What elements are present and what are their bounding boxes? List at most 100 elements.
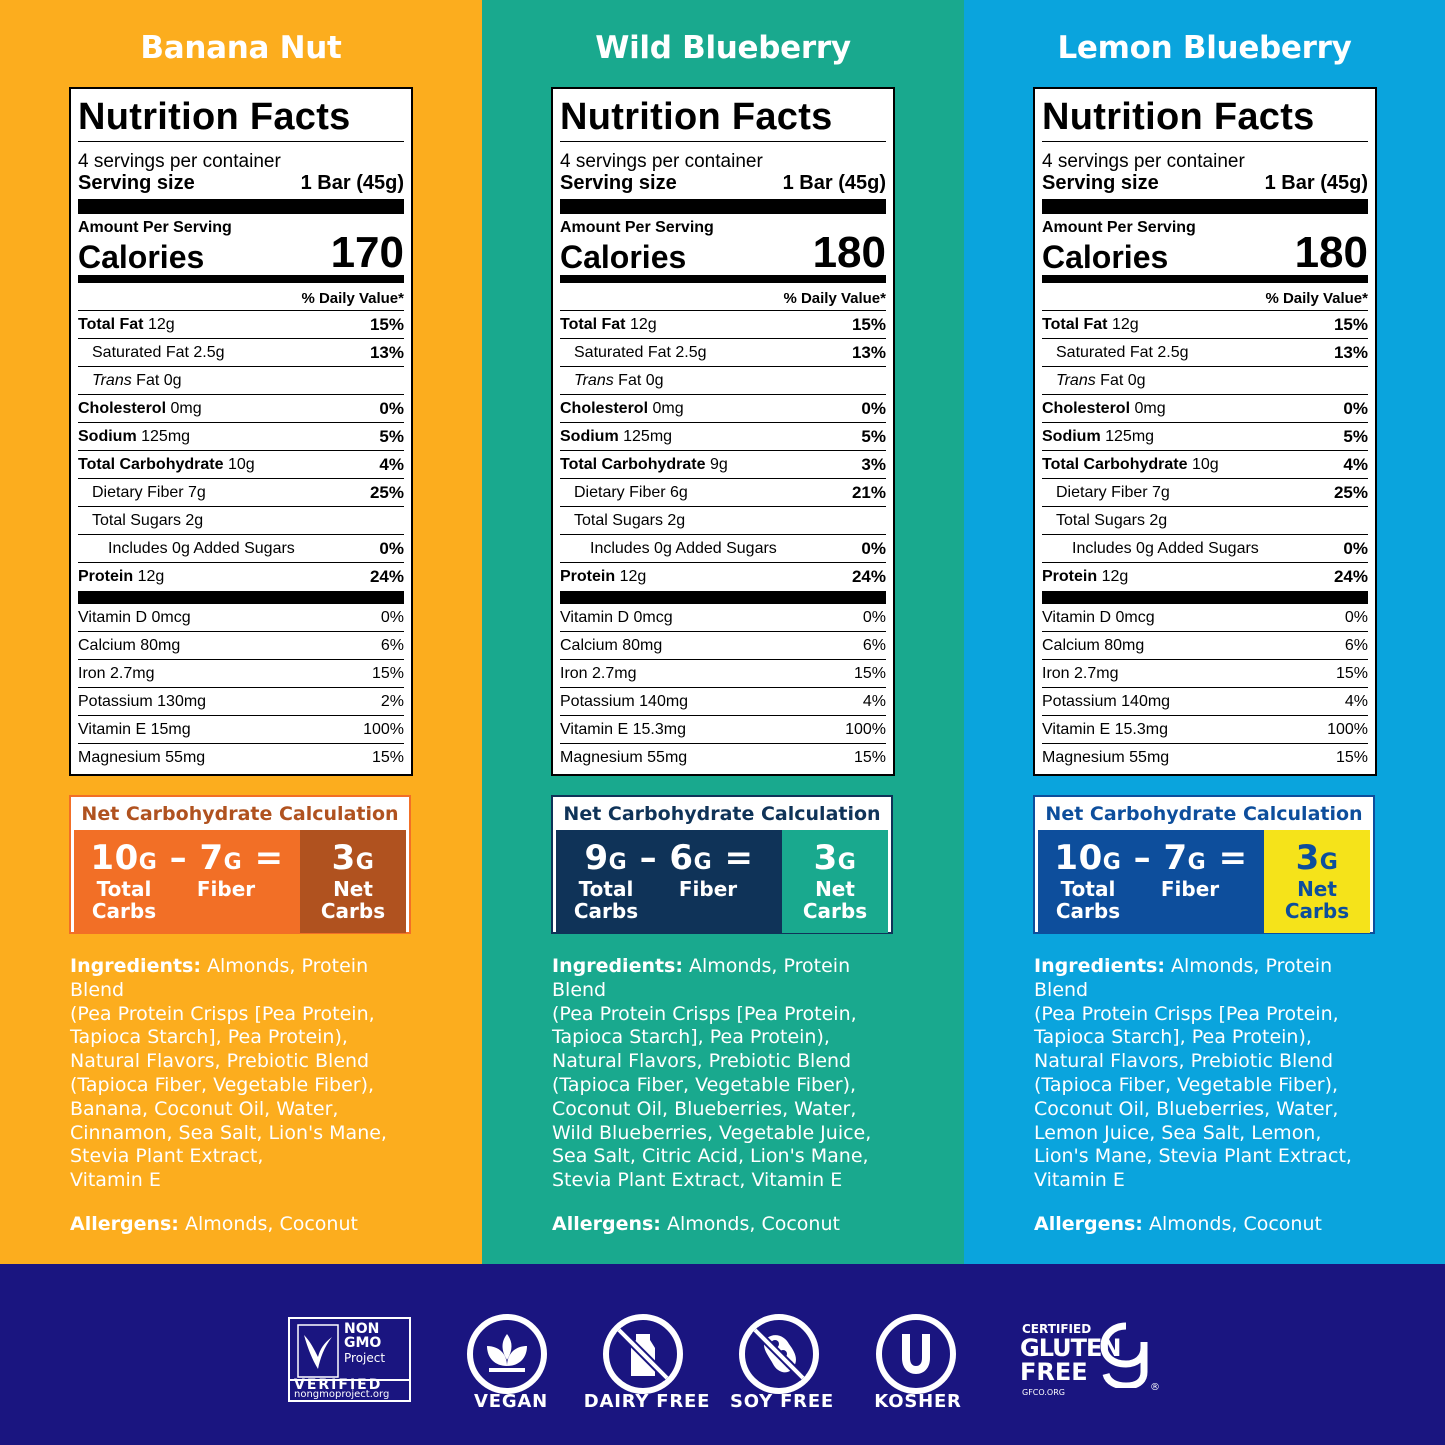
ingredients-line: Coconut Oil, Blueberries, Water, [552,1097,857,1120]
net-carb-result-value: 3G [300,838,406,878]
magnesium-pct: 15% [853,749,886,766]
flavor-title: Wild Blueberry [595,30,851,66]
gfco-g-icon [1100,1322,1148,1388]
total-fat-row: Total Fat 12g 15% [1042,311,1368,339]
saturated-fat-pct: 13% [851,343,886,362]
potassium-pct: 2% [380,693,404,710]
added-sugars-pct: 0% [379,539,404,558]
ingredients-line: Wild Blueberries, Vegetable Juice, [552,1121,872,1144]
protein-label: Protein [560,568,616,585]
saturated-fat-row: Saturated Fat 2.5g 13% [78,339,404,367]
total-carbs-label-2: Carbs [91,899,157,923]
vitamin-d-row: Vitamin D 0mcg 0% [78,604,404,632]
gf-url: GFCO.ORG [1022,1388,1065,1397]
amount-per-serving: Amount Per Serving [560,219,714,236]
trans-fat-row: Trans Fat 0g [1042,367,1368,395]
allergens-text: Allergens: Almonds, Coconut [1034,1213,1322,1235]
dietary-fiber-row: Dietary Fiber 7g 25% [78,479,404,507]
calories-row: Calories 180 [1042,231,1368,283]
ingredients-line: (Tapioca Fiber, Vegetable Fiber), [552,1073,857,1096]
magnesium-label: Magnesium 55mg [560,749,688,766]
total-carbs-label: Total Carbs [570,878,642,922]
gf-reg: ® [1150,1382,1160,1393]
calcium-pct: 6% [862,637,886,654]
trans-label: Trans [574,372,614,389]
net-unit: G [355,850,375,875]
thick-divider [1042,199,1368,214]
trans-fat-amount: Fat 0g [618,372,664,389]
iron-label: Iron 2.7mg [1042,665,1119,682]
potassium-label: Potassium 130mg [78,693,207,710]
ingredients-line: Sea Salt, Citric Acid, Lion's Mane, [552,1145,869,1168]
magnesium-pct: 15% [1335,749,1368,766]
ingredients-line: Vitamin E [1034,1169,1125,1192]
serving-size-value: 1 Bar (45g) [300,172,404,194]
net-carb-result-value: 3G [1264,838,1370,878]
cholesterol-pct: 0% [379,399,404,418]
total-carbs-label-2: Carbs [573,899,639,923]
dietary-fiber-row: Dietary Fiber 7g 25% [1042,479,1368,507]
saturated-fat-pct: 13% [369,343,404,362]
ingredients-line: (Tapioca Fiber, Vegetable Fiber), [70,1073,375,1096]
ingredients-line: (Pea Protein Crisps [Pea Protein, [1034,1002,1339,1025]
protein-label: Protein [1042,568,1098,585]
sodium-amount: 125mg [141,428,191,445]
total-carb-label: Total Carbohydrate [78,456,224,473]
ingredients-line: Tapioca Starch], Pea Protein), [1034,1026,1312,1049]
iron-label: Iron 2.7mg [78,665,155,682]
minus-sign: – [639,838,658,878]
allergens-value: Almonds, Coconut [184,1213,358,1235]
servings-per-container: 4 servings per container [1042,151,1245,172]
net-carb-equation: 10G – 7G = Total Carbs Fiber 3G Net Carbs [1038,830,1370,933]
sodium-label: Sodium [560,428,619,445]
fiber-label: Fiber [1160,877,1220,901]
total-carb-row: Total Carbohydrate 10g 4% [1042,451,1368,479]
gluten-free-badge: CERTIFIED GLUTEN FREE GFCO.ORG ® [1020,1322,1160,1402]
saturated-fat-row: Saturated Fat 2.5g 13% [1042,339,1368,367]
net-carbs-label-1: Net [1297,877,1337,901]
daily-value-header: % Daily Value* [1042,283,1368,311]
protein-label: Protein [78,568,134,585]
vitamin-e-label: Vitamin E 15.3mg [1042,721,1168,738]
allergens-label: Allergens: [70,1213,179,1235]
nongmo-verified: VERIFIED [294,1377,383,1393]
potassium-row: Potassium 140mg 4% [1042,688,1368,716]
total-carb-amount: 10g [1191,456,1219,473]
sodium-amount: 125mg [623,428,673,445]
protein-row: Protein 12g 24% [1042,563,1368,591]
saturated-fat-label: Saturated Fat 2.5g [574,344,707,361]
protein-pct: 24% [1333,567,1368,586]
total-fat-pct: 15% [851,315,886,334]
potassium-label: Potassium 140mg [560,693,689,710]
allergens-label: Allergens: [1034,1213,1143,1235]
added-sugars-row: Includes 0g Added Sugars 0% [1042,535,1368,563]
total-carb-pct: 4% [1343,455,1368,474]
total-unit: G [138,850,158,875]
vegan-badge [467,1314,547,1394]
serving-size-label: Serving size [1042,172,1159,194]
net-carb-subtraction: 10G – 7G = [74,838,300,878]
net-carbs-label-2: Carbs [1284,899,1350,923]
soy-free-label: SOY FREE [729,1391,835,1412]
total-sugars-label: Total Sugars 2g [1056,512,1168,529]
total-fat-amount: 12g [147,316,175,333]
vegan-label: VEGAN [474,1391,548,1412]
minus-sign: – [169,838,188,878]
total-carb-pct: 3% [861,455,886,474]
potassium-row: Potassium 130mg 2% [78,688,404,716]
trans-fat-amount: Fat 0g [136,372,182,389]
net-carb-equation: 10G – 7G = Total Carbs Fiber 3G Net Carbs [74,830,406,933]
net-carb-box: Net Carbohydrate Calculation 9G – 6G = T… [551,795,893,934]
net-carbs-label-2: Carbs [320,899,386,923]
cholesterol-row: Cholesterol 0mg 0% [78,395,404,423]
saturated-fat-row: Saturated Fat 2.5g 13% [560,339,886,367]
protein-pct: 24% [851,567,886,586]
net-carb-equation: 9G – 6G = Total Carbs Fiber 3G Net Carbs [556,830,888,933]
total-fat-pct: 15% [1333,315,1368,334]
fiber-value: 7 [199,838,224,878]
total-carb-label: Total Carbohydrate [1042,456,1188,473]
net-unit: G [837,850,857,875]
vitamin-e-pct: 100% [845,721,886,738]
calories-row: Calories 180 [560,231,886,283]
flavor-title: Banana Nut [140,30,342,66]
